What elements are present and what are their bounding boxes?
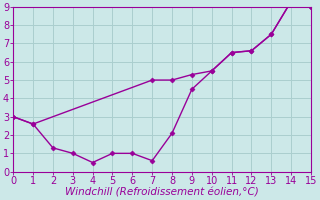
X-axis label: Windchill (Refroidissement éolien,°C): Windchill (Refroidissement éolien,°C) xyxy=(65,187,259,197)
